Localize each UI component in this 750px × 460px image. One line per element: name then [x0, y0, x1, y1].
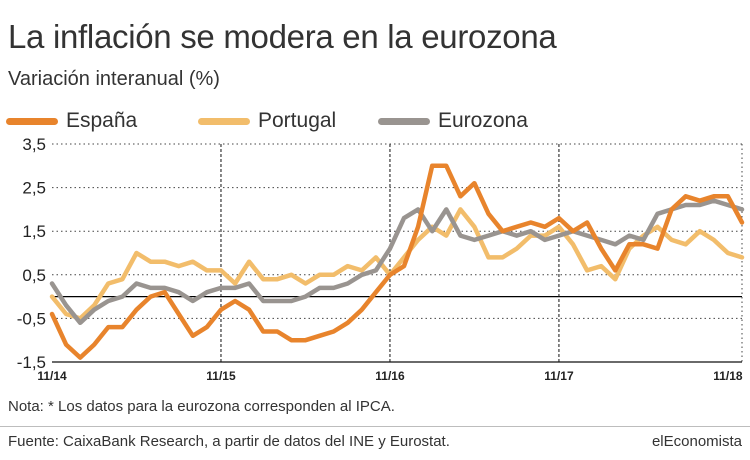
- chart-subtitle: Variación interanual (%): [8, 68, 220, 90]
- eurozona-line: [49, 198, 745, 326]
- y-tick-label: 1,5: [22, 222, 46, 241]
- brand-logo: elEconomista: [651, 433, 742, 450]
- y-tick-label: 2,5: [22, 179, 46, 198]
- legend-label-espana: España: [66, 109, 138, 132]
- chart-source: Fuente: CaixaBank Research, a partir de …: [8, 433, 450, 450]
- chart-note: Nota: * Los datos para la eurozona corre…: [8, 398, 395, 415]
- y-tick-label: -1,5: [17, 353, 46, 372]
- y-tick-label: 3,5: [22, 135, 46, 154]
- legend-item-espana: España: [6, 108, 137, 134]
- footer-divider: [0, 426, 750, 427]
- x-tick-label: 11/18: [713, 369, 743, 383]
- chart-title: La inflación se modera en la eurozona: [8, 18, 557, 55]
- legend-swatch-portugal: [198, 117, 250, 125]
- legend-item-portugal: Portugal: [198, 108, 336, 134]
- legend-label-portugal: Portugal: [258, 109, 337, 132]
- x-tick-label: 11/17: [544, 369, 574, 383]
- legend-item-eurozona: Eurozona: [378, 108, 528, 134]
- legend-label-eurozona: Eurozona: [438, 109, 528, 132]
- y-tick-label: 0,5: [22, 266, 46, 285]
- legend-swatch-eurozona: [378, 117, 430, 125]
- portugal-line: [49, 207, 745, 321]
- y-tick-label: -0,5: [17, 309, 46, 328]
- x-tick-label: 11/16: [375, 369, 405, 383]
- legend-swatch-espana: [6, 117, 58, 125]
- x-tick-label: 11/14: [37, 369, 67, 383]
- chart-legend: España Portugal Eurozona: [0, 108, 750, 134]
- x-tick-label: 11/15: [206, 369, 236, 383]
- espana-line: [49, 163, 745, 360]
- line-chart: 3,5 2,5 1,5 0,5 -0,5 -1,511/14 11/15 11/16 11/17…: [17, 135, 745, 383]
